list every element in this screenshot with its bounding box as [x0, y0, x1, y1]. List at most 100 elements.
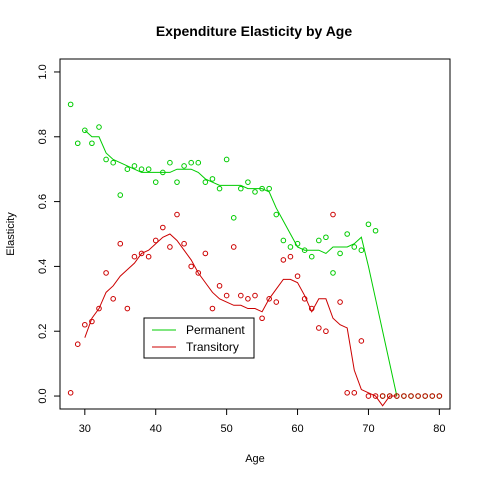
- chart-title: Expenditure Elasticity by Age: [156, 23, 353, 39]
- transitory-point: [379, 393, 386, 399]
- permanent-point: [174, 179, 180, 185]
- y-tick-label: 0.4: [37, 259, 49, 274]
- permanent-point: [160, 169, 166, 176]
- permanent-point: [96, 124, 102, 130]
- permanent-point: [330, 270, 336, 276]
- permanent-point: [365, 221, 372, 228]
- permanent-point: [301, 247, 308, 253]
- transitory-point: [294, 273, 301, 279]
- transitory-point: [160, 224, 166, 231]
- transitory-point: [238, 292, 244, 299]
- permanent-point: [188, 159, 194, 166]
- transitory-point: [266, 296, 272, 302]
- x-tick-label: 80: [433, 423, 445, 435]
- transitory-line: [84, 233, 397, 407]
- transitory-point: [131, 253, 138, 260]
- permanent-point: [372, 227, 379, 234]
- transitory-point: [188, 263, 194, 270]
- transitory-point: [301, 296, 308, 302]
- transitory-point: [372, 393, 379, 399]
- transitory-point: [337, 299, 343, 305]
- permanent-point: [344, 231, 350, 237]
- permanent-point: [89, 140, 95, 147]
- transitory-point: [365, 393, 372, 399]
- permanent-point: [110, 159, 116, 166]
- transitory-point: [394, 393, 400, 399]
- transitory-point: [386, 393, 393, 399]
- x-tick-label: 60: [291, 423, 303, 435]
- x-axis-label: Age: [245, 453, 265, 465]
- transitory-point: [408, 393, 414, 399]
- permanent-point: [82, 127, 88, 134]
- transitory-point: [202, 250, 209, 257]
- permanent-point: [337, 250, 343, 257]
- transitory-point: [209, 305, 216, 312]
- transitory-point: [308, 305, 315, 312]
- permanent-point: [67, 101, 74, 108]
- legend: Permanent Transitory: [143, 317, 255, 359]
- permanent-point: [238, 185, 244, 192]
- permanent-point: [358, 247, 365, 253]
- permanent-line: [84, 129, 398, 397]
- permanent-point: [103, 156, 109, 163]
- transitory-point: [74, 341, 81, 347]
- permanent-point: [181, 163, 187, 169]
- permanent-point: [124, 166, 131, 172]
- permanent-point: [202, 179, 209, 185]
- transitory-point: [152, 237, 159, 244]
- permanent-point: [280, 237, 287, 244]
- transitory-point: [145, 253, 152, 260]
- permanent-point: [74, 140, 81, 147]
- y-axis-label: Elasticity: [5, 212, 17, 256]
- transitory-point: [422, 393, 428, 399]
- permanent-point: [294, 240, 301, 247]
- transitory-point: [323, 328, 329, 335]
- transitory-point: [138, 250, 145, 257]
- x-tick-label: 50: [221, 423, 233, 435]
- permanent-point: [323, 234, 329, 241]
- transitory-point: [167, 244, 173, 250]
- transitory-point: [429, 393, 436, 399]
- permanent-point: [131, 163, 138, 169]
- transitory-point: [245, 296, 251, 302]
- transitory-point: [316, 325, 322, 331]
- series-layer: [67, 101, 443, 407]
- y-tick-label: 0.8: [37, 129, 49, 144]
- legend-label-transitory: Transitory: [186, 340, 239, 354]
- transitory-point: [358, 338, 365, 344]
- transitory-point: [96, 305, 102, 312]
- transitory-point: [230, 244, 237, 250]
- transitory-point: [280, 257, 287, 263]
- transitory-point: [67, 390, 74, 396]
- permanent-point: [266, 185, 272, 192]
- permanent-point: [138, 166, 145, 172]
- y-axis: 0.0 0.2 0.4 0.6 0.8 1.0: [37, 64, 61, 404]
- x-tick-label: 70: [362, 423, 374, 435]
- permanent-point: [259, 185, 265, 192]
- transitory-point: [259, 315, 265, 322]
- transitory-point: [273, 299, 280, 305]
- permanent-point: [216, 185, 223, 192]
- transitory-point: [330, 211, 336, 218]
- permanent-point: [308, 253, 315, 260]
- x-axis: 30 40 50 60 70 80: [79, 408, 445, 435]
- transitory-point: [82, 321, 88, 328]
- permanent-point: [195, 159, 202, 166]
- transitory-point: [195, 270, 202, 276]
- permanent-point: [167, 159, 173, 166]
- transitory-point: [344, 390, 350, 396]
- transitory-point: [401, 393, 407, 399]
- transitory-point: [252, 292, 258, 299]
- transitory-point: [415, 393, 421, 399]
- permanent-point: [252, 189, 258, 195]
- permanent-point: [152, 179, 159, 185]
- legend-label-permanent: Permanent: [186, 323, 245, 337]
- transitory-point: [110, 296, 116, 302]
- permanent-point: [316, 237, 322, 244]
- transitory-point: [174, 211, 180, 218]
- transitory-point: [103, 270, 109, 276]
- permanent-point: [145, 166, 152, 172]
- transitory-point: [181, 240, 187, 247]
- y-tick-label: 1.0: [37, 64, 49, 79]
- y-tick-label: 0.0: [37, 388, 49, 403]
